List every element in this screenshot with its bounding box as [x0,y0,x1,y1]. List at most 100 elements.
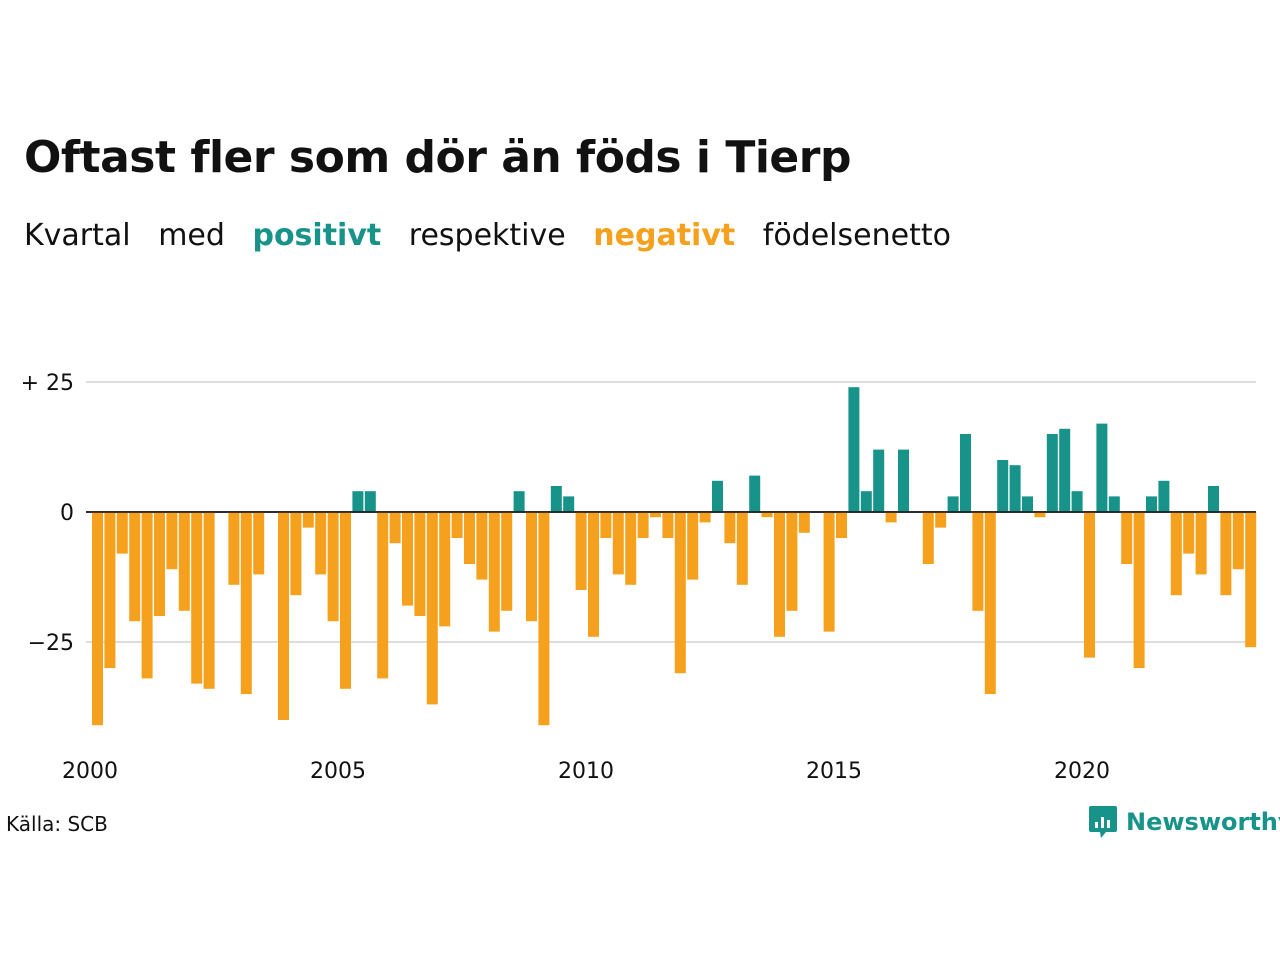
bar [426,512,438,705]
bar [340,512,351,689]
bar [637,512,649,538]
subtitle-part-4: födelsenetto [762,218,951,253]
bar [922,512,934,564]
bar [984,512,996,694]
y-tick-label: −25 [28,631,74,656]
bar [178,512,190,611]
bar [749,475,761,512]
bar [612,512,624,575]
bar [1059,428,1071,512]
bar [116,512,128,554]
bar [414,512,426,616]
bar [302,512,314,528]
x-tick-label: 2005 [310,759,366,784]
bar [588,512,599,637]
bar [290,512,302,596]
bar [761,512,773,518]
bar [712,480,723,512]
bar [377,512,389,679]
bar [166,512,178,570]
bar [364,491,376,512]
chart-subtitle: Kvartal med positivt respektive negativt… [24,218,969,253]
x-tick-label: 2010 [558,759,614,784]
bar [154,512,165,616]
bar [687,512,699,580]
bar [1096,423,1108,512]
bar [823,512,835,632]
bar [898,449,909,512]
bar [836,512,847,538]
y-tick-label: + 25 [21,371,74,396]
bar [662,512,674,538]
bar [513,491,525,512]
bar [960,434,971,512]
bar [1108,496,1120,512]
bar [1220,512,1232,596]
bar [1158,480,1170,512]
bar [1232,512,1244,570]
bar [501,512,513,611]
bar [1195,512,1207,575]
bar [947,496,959,512]
newsworthy-logo-icon [1089,806,1117,838]
bar [736,512,748,585]
subtitle-part-2: med [158,218,225,253]
bar [550,486,562,512]
bar [997,460,1009,512]
subtitle-positive: positivt [252,218,382,253]
x-tick-label: 2015 [806,759,862,784]
bar [253,512,265,575]
source-note: Källa: SCB [6,812,108,836]
bar [1022,496,1033,512]
subtitle-part-1: Kvartal [24,218,131,253]
bar [203,512,215,689]
chart-title: Oftast fler som dör än föds i Tierp [24,132,851,183]
brand-name: Newsworthy [1126,808,1280,836]
bar [563,496,575,512]
bar [1071,491,1083,512]
subtitle-negative: negativt [593,218,736,253]
bar [389,512,401,544]
x-tick-label: 2020 [1054,759,1110,784]
bar [327,512,339,622]
bar [1183,512,1195,554]
bar [1034,512,1046,518]
bar [650,512,661,518]
bar [92,512,103,726]
bar [538,512,550,726]
bar [464,512,475,564]
bar [786,512,798,611]
bar [699,512,711,523]
bar [476,512,488,580]
bar [240,512,252,694]
subtitle-part-3: respektive [408,218,566,253]
bar [1009,465,1021,512]
bar [141,512,153,679]
bar [885,512,897,523]
bar [1208,486,1219,512]
bar [1133,512,1145,668]
bar-chart: + 25 0 −25 2000 2005 2010 2015 2020 [21,371,1257,784]
bar [439,512,451,627]
bar [315,512,327,575]
bar [526,512,537,622]
bar [451,512,463,538]
bar [352,491,364,512]
bar [972,512,984,611]
bar [1146,496,1157,512]
bar [1245,512,1257,648]
brand-logo: Newsworthy [1088,804,1280,840]
bar [724,512,736,544]
bar [798,512,810,533]
bar [278,512,289,720]
bar [129,512,141,622]
bar [1170,512,1182,596]
bar [674,512,686,674]
bar [774,512,785,637]
bar [935,512,947,528]
y-tick-label: 0 [60,501,74,526]
bar [191,512,203,684]
x-tick-label: 2000 [62,759,118,784]
bar [104,512,116,668]
bar [228,512,240,585]
